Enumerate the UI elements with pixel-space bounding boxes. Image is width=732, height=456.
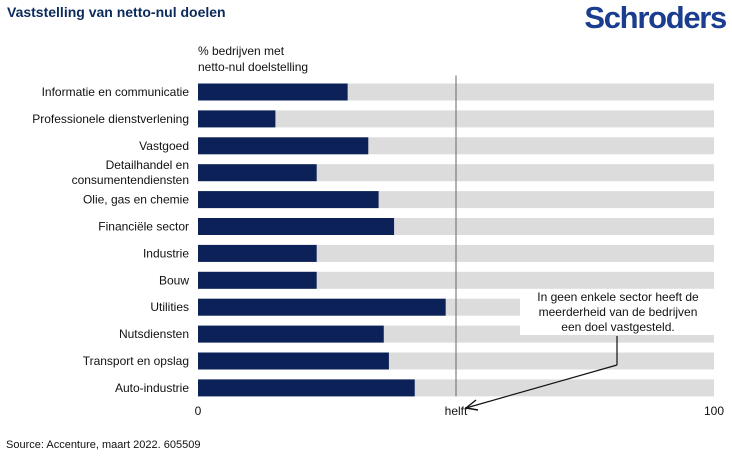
- bar: [198, 191, 379, 209]
- unit-label-line: % bedrijven met: [198, 44, 285, 58]
- category-label: Bouw: [159, 273, 189, 287]
- category-label-line: Detailhandel en: [106, 158, 189, 172]
- category-label-line: Professionele dienstverlening: [32, 112, 189, 126]
- category-label: Utilities: [150, 300, 189, 314]
- category-label-line: consumentendiensten: [72, 173, 189, 187]
- category-label-line: Industrie: [143, 246, 189, 260]
- category-label-line: Utilities: [150, 300, 189, 314]
- category-label-line: Financiële sector: [98, 220, 189, 234]
- category-label-line: Auto-industrie: [115, 381, 189, 395]
- category-label-line: Olie, gas en chemie: [83, 193, 189, 207]
- annotation-line: een doel vastgesteld.: [561, 320, 675, 334]
- bar: [198, 379, 415, 397]
- category-label: Detailhandel en consumentendiensten: [72, 158, 189, 187]
- source-note: Source: Accenture, maart 2022. 605509: [6, 439, 201, 451]
- category-label-line: Informatie en communicatie: [42, 85, 190, 99]
- bar: [198, 352, 389, 370]
- bar: [198, 244, 317, 262]
- bar: [198, 218, 395, 235]
- bar: [198, 325, 384, 343]
- bar: [198, 298, 446, 316]
- arrow-line: [465, 364, 618, 409]
- category-label: Transport en opslag: [83, 354, 189, 368]
- bar: [198, 164, 317, 182]
- category-label: Professionele dienstverlening: [32, 112, 189, 126]
- bar: [198, 271, 317, 289]
- arrow-head: [465, 399, 479, 411]
- category-label-line: Nutsdiensten: [119, 327, 189, 341]
- category-label-line: Bouw: [159, 273, 189, 287]
- brand-logo: Schroders: [584, 0, 727, 35]
- chart-title: Vaststelling van netto-nul doelen: [7, 4, 226, 20]
- annotation-line: meerderheid van de bedrijven: [538, 305, 698, 319]
- annotation-line: In geen enkele sector heeft de: [537, 290, 699, 304]
- category-label: Auto-industrie: [115, 381, 189, 395]
- bar: [198, 83, 348, 101]
- tick-label: 0: [195, 404, 202, 418]
- bar: [198, 137, 369, 155]
- category-label: Olie, gas en chemie: [83, 193, 189, 207]
- tick-label: 100: [704, 404, 724, 418]
- category-label: Informatie en communicatie: [42, 85, 190, 99]
- category-label-line: Vastgoed: [139, 139, 189, 153]
- category-label-line: Transport en opslag: [83, 354, 189, 368]
- category-label: Industrie: [143, 246, 189, 260]
- bar: [198, 110, 276, 128]
- category-label: Nutsdiensten: [119, 327, 189, 341]
- category-label: Financiële sector: [98, 220, 189, 234]
- annotation-text: In geen enkele sector heeft de meerderhe…: [520, 290, 716, 335]
- unit-label-line: netto-nul doelstelling: [198, 60, 309, 74]
- unit-label: % bedrijven met netto-nul doelstelling: [198, 43, 308, 75]
- tick-label: helft: [445, 404, 468, 418]
- category-label: Vastgoed: [139, 139, 189, 153]
